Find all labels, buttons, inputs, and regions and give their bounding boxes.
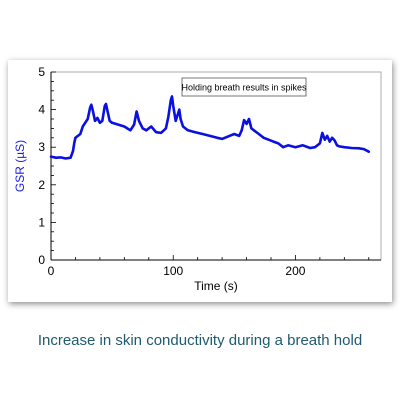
series-layer [49,95,371,160]
x-axis-title: Time (s) [194,279,238,293]
gsr-series-line [49,95,371,160]
chart-card: 0 1 2 3 4 5 0 100 200 Time (s) GSR (µS) Holding br… [8,60,392,302]
y-tick-label: 0 [38,253,45,267]
axes-layer: 0 1 2 3 4 5 0 100 200 Time (s) GSR (µS) [13,65,382,293]
y-tick-label: 1 [38,215,45,229]
x-tick-label: 200 [285,264,305,278]
y-tick-label: 3 [38,140,45,154]
y-tick-label: 2 [38,178,45,192]
plot-frame [50,71,382,261]
figure-caption: Increase in skin conductivity during a b… [37,332,363,349]
annotation-text: Holding breath results in spikes [181,83,307,93]
y-tick-label: 4 [38,103,45,117]
x-tick-label: 0 [48,264,55,278]
y-axis-title: GSR (µS) [13,140,27,192]
annotation-box [181,77,307,97]
x-tick-label: 100 [163,264,183,278]
annotation-layer: Holding breath results in spikes [181,77,307,97]
gsr-line-chart: 0 1 2 3 4 5 0 100 200 Time (s) GSR (µS) Holding br… [13,65,382,293]
y-tick-label: 5 [38,65,45,79]
